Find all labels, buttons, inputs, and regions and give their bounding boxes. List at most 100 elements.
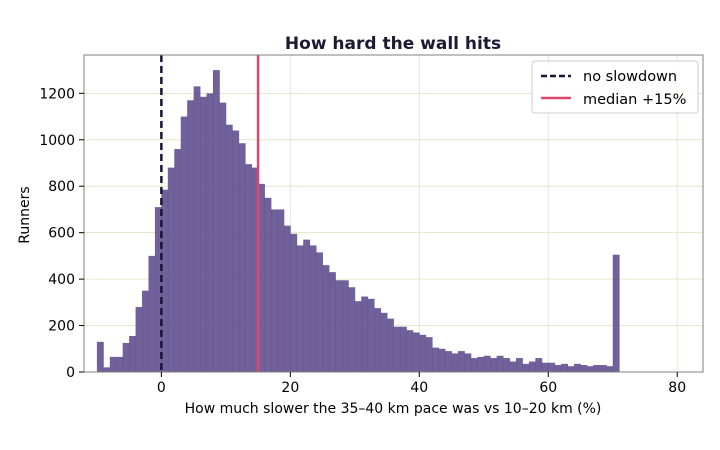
histogram-bar xyxy=(258,183,265,372)
histogram-bar xyxy=(135,306,143,372)
histogram-bar xyxy=(348,287,356,372)
y-axis-ticks: 0 200 400 600 800 1000 1200 xyxy=(39,86,84,381)
histogram-bar xyxy=(341,280,349,372)
histogram-bar xyxy=(270,209,278,372)
histogram-bar xyxy=(142,290,149,372)
histogram-bar xyxy=(251,167,259,372)
histogram-bar xyxy=(374,308,382,372)
histogram-bar xyxy=(103,367,111,372)
histogram-bar xyxy=(187,100,195,373)
histogram-bar xyxy=(406,330,414,372)
histogram-bar xyxy=(393,326,401,372)
histogram-bar xyxy=(277,209,285,372)
chart-title: How hard the wall hits xyxy=(285,34,501,54)
legend-label-no-slowdown: no slowdown xyxy=(583,69,677,85)
histogram-bar xyxy=(96,341,104,372)
y-tick-label: 1000 xyxy=(39,133,75,149)
x-tick-label: 80 xyxy=(668,380,686,396)
histogram-bar xyxy=(361,296,369,372)
histogram-bar xyxy=(432,347,440,372)
histogram-bar xyxy=(116,356,124,372)
x-tick-label: 0 xyxy=(157,380,166,396)
x-tick-label: 40 xyxy=(410,380,428,396)
legend-box xyxy=(531,60,699,114)
plot-frame xyxy=(83,54,704,373)
histogram-bar xyxy=(264,197,272,372)
histogram-bar xyxy=(219,102,227,372)
histogram-bar xyxy=(329,272,336,372)
histogram-bar xyxy=(167,167,175,372)
histogram-bar xyxy=(541,362,549,372)
histogram-bar xyxy=(612,254,620,372)
x-tick-label: 60 xyxy=(539,380,557,396)
histogram-bar xyxy=(290,233,298,372)
reference-lines xyxy=(160,55,260,372)
histogram-bar xyxy=(490,358,498,372)
histogram-bar xyxy=(238,143,246,372)
y-tick-label: 800 xyxy=(48,179,75,195)
histogram-bars xyxy=(96,70,620,373)
histogram-bar xyxy=(148,255,156,372)
histogram-bar xyxy=(296,245,304,372)
x-axis-ticks: 0 20 40 60 80 xyxy=(157,372,686,396)
y-tick-label: 400 xyxy=(48,272,75,288)
histogram-bar xyxy=(606,366,614,372)
histogram-bar xyxy=(303,239,311,372)
histogram-bar xyxy=(438,348,446,372)
histogram-bar xyxy=(412,332,420,372)
histogram-bar xyxy=(457,351,465,372)
histogram-bar xyxy=(561,363,568,372)
histogram-bar xyxy=(283,225,291,372)
y-tick-label: 200 xyxy=(48,319,75,335)
histogram-bar xyxy=(225,124,233,373)
histogram-bar xyxy=(154,207,162,372)
histogram-bar xyxy=(567,366,575,372)
legend-label-median: median +15% xyxy=(583,92,686,108)
histogram-bar xyxy=(399,326,407,372)
histogram-bar xyxy=(193,86,201,372)
histogram-bar xyxy=(122,342,130,372)
histogram-bar xyxy=(109,356,117,372)
histogram-bar xyxy=(548,362,556,372)
histogram-bar xyxy=(174,149,182,372)
histogram-bar xyxy=(367,298,375,372)
histogram-bar xyxy=(593,365,601,372)
histogram-bar xyxy=(580,365,588,372)
histogram-bar xyxy=(496,355,504,372)
y-tick-label: 0 xyxy=(66,365,75,381)
histogram-bar xyxy=(129,336,136,372)
histogram-bar xyxy=(599,365,607,372)
histogram-bar xyxy=(309,245,317,372)
histogram-bar xyxy=(316,252,323,372)
histogram-bar xyxy=(200,96,207,373)
histogram-bar xyxy=(161,189,169,372)
histogram-bar xyxy=(470,358,478,372)
y-tick-label: 600 xyxy=(48,226,75,242)
histogram-bar xyxy=(425,337,433,372)
histogram-bar xyxy=(445,351,452,372)
histogram-bar xyxy=(554,365,562,372)
histogram-bar xyxy=(322,265,330,372)
histogram-bar xyxy=(464,353,472,372)
histogram-bar xyxy=(180,116,188,373)
histogram-bar xyxy=(528,361,536,372)
y-axis-label: Runners xyxy=(17,186,33,243)
histogram-bar xyxy=(380,312,388,372)
histogram-bar xyxy=(503,358,510,372)
histogram-bar xyxy=(516,358,523,372)
histogram-bar xyxy=(535,358,543,372)
histogram-bar xyxy=(206,93,214,373)
histogram-bar xyxy=(335,280,343,372)
legend: no slowdown median +15% xyxy=(531,60,699,114)
histogram-bar xyxy=(522,363,530,372)
x-tick-label: 20 xyxy=(281,380,299,396)
histogram-bar xyxy=(245,164,253,372)
histogram-bar xyxy=(354,301,362,372)
histogram-bar xyxy=(212,70,220,372)
histogram-bar xyxy=(509,361,517,372)
histogram-bar xyxy=(574,363,581,372)
histogram-bar xyxy=(232,130,240,372)
histogram-bar xyxy=(451,353,459,372)
histogram-bar xyxy=(477,356,485,372)
